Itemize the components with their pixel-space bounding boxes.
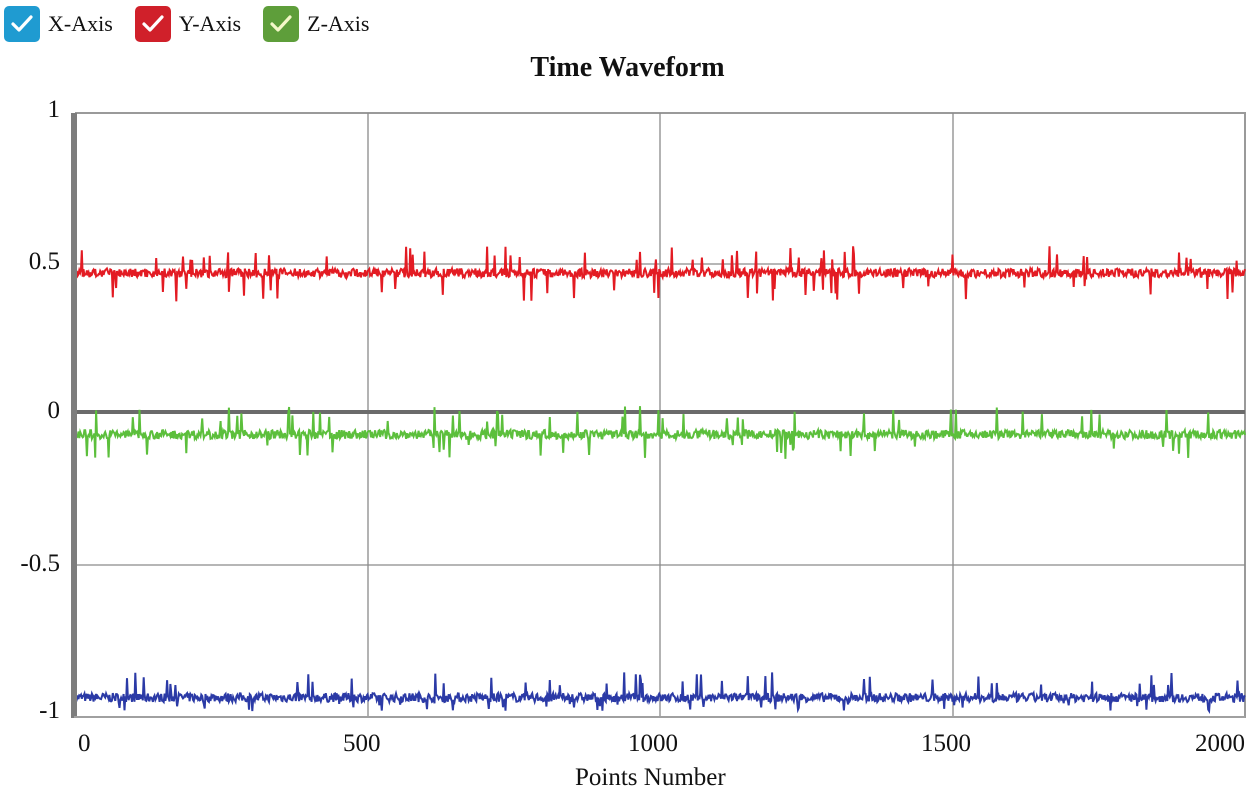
y-tick-label: 1 [47, 96, 61, 123]
legend-toggle-z-axis[interactable]: Z-Axis [263, 6, 369, 42]
chart-title: Time Waveform [530, 52, 725, 83]
series-x-axis [75, 672, 1246, 714]
x-tick-label: 2000 [1195, 730, 1245, 757]
checkbox-x-axis[interactable] [4, 6, 40, 42]
legend-label-y-axis: Y-Axis [178, 11, 242, 36]
x-tick-label: 500 [343, 730, 381, 757]
check-icon [270, 15, 292, 32]
check-icon [142, 15, 164, 32]
legend-toggle-x-axis[interactable]: X-Axis [4, 6, 113, 42]
legend-toggle-y-axis[interactable]: Y-Axis [134, 6, 242, 42]
series-z-axis [75, 406, 1246, 459]
legend-label-x-axis: X-Axis [48, 11, 113, 36]
checkbox-y-axis[interactable] [134, 6, 171, 42]
checkbox-z-axis[interactable] [263, 6, 300, 42]
y-tick-label: -1 [39, 697, 60, 724]
y-tick-label: 0 [47, 397, 61, 424]
x-tick-label: 0 [78, 730, 91, 757]
check-icon [11, 15, 33, 32]
series-y-axis [75, 246, 1246, 302]
x-axis-label: Points Number [575, 764, 726, 791]
series-group [75, 246, 1246, 714]
y-tick-label: 0.5 [28, 248, 60, 275]
x-tick-label: 1500 [921, 730, 971, 757]
y-tick-label: -0.5 [20, 550, 60, 577]
legend: X-Axis Y-Axis Z-Axis [4, 6, 391, 42]
legend-label-z-axis: Z-Axis [307, 11, 370, 36]
x-tick-label: 1000 [628, 730, 678, 757]
